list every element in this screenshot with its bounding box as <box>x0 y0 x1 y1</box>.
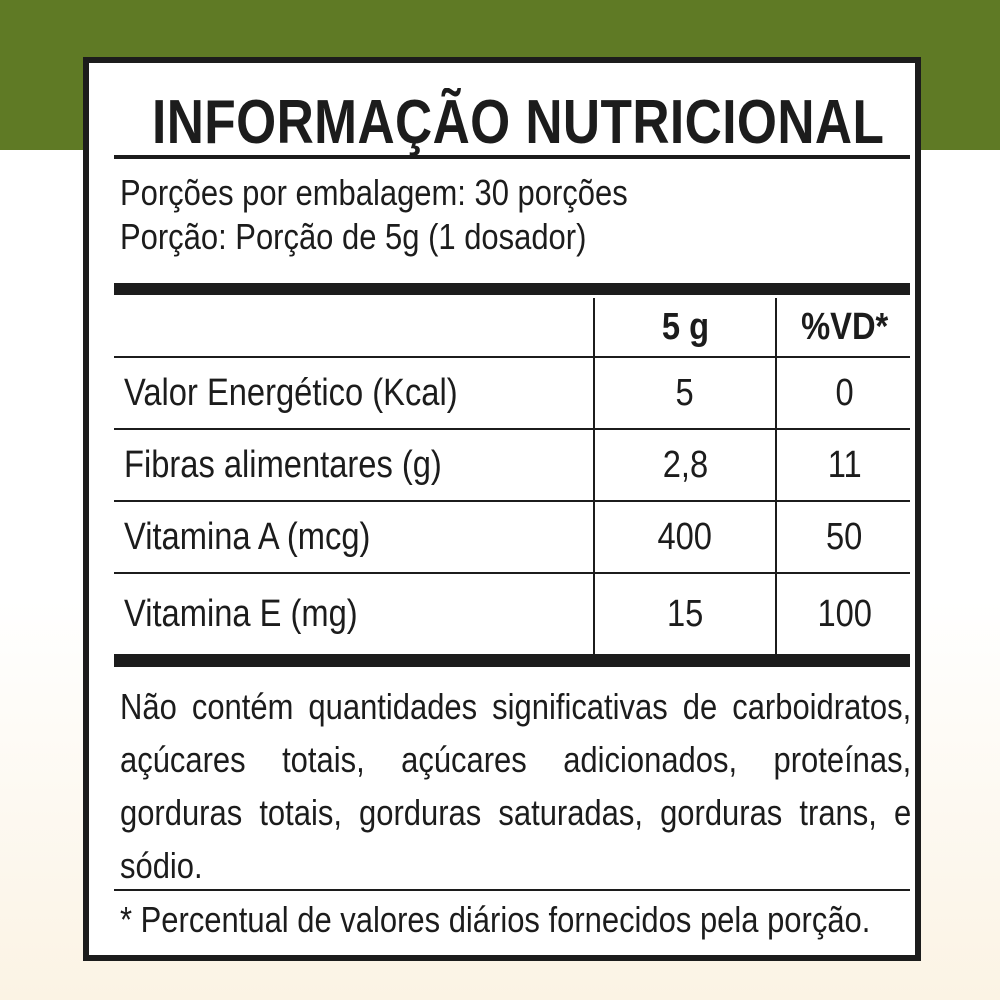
table-row: Vitamina E (mg) 15 100 <box>114 574 910 654</box>
nutrient-dv: 11 <box>775 430 912 500</box>
nutrient-name: Valor Energético (Kcal) <box>124 371 458 414</box>
nutrient-amount: 5 <box>593 358 775 428</box>
nutrient-dv: 0 <box>775 358 912 428</box>
nutrient-name: Fibras alimentares (g) <box>124 443 442 486</box>
divider <box>114 155 910 159</box>
table-row: Vitamina A (mcg) 400 50 <box>114 502 910 574</box>
thick-divider <box>114 654 910 667</box>
header-dv: %VD* <box>775 298 912 356</box>
nutrient-amount: 2,8 <box>593 430 775 500</box>
thin-divider <box>114 889 910 891</box>
nutrient-name: Vitamina E (mg) <box>124 592 358 635</box>
table-row: Fibras alimentares (g) 2,8 11 <box>114 430 910 502</box>
not-significant-note: Não contém quantidades significativas de… <box>120 686 912 886</box>
footnote: * Percentual de valores diários fornecid… <box>120 899 871 940</box>
panel-title: INFORMAÇÃO NUTRICIONAL <box>152 88 885 157</box>
nutrient-amount: 15 <box>593 574 775 654</box>
nutrient-dv: 50 <box>775 502 912 572</box>
nutrient-name: Vitamina A (mcg) <box>124 515 371 558</box>
header-amount: 5 g <box>593 298 775 356</box>
table-row: Valor Energético (Kcal) 5 0 <box>114 358 910 430</box>
table-header-row: 5 g %VD* <box>114 298 910 358</box>
nutrient-dv: 100 <box>775 574 912 654</box>
nutrition-facts-panel: INFORMAÇÃO NUTRICIONAL Porções por embal… <box>83 57 921 961</box>
nutrient-amount: 400 <box>593 502 775 572</box>
servings-per-package: Porções por embalagem: 30 porções <box>120 172 628 213</box>
serving-size: Porção: Porção de 5g (1 dosador) <box>120 216 587 257</box>
thick-divider <box>114 283 910 295</box>
